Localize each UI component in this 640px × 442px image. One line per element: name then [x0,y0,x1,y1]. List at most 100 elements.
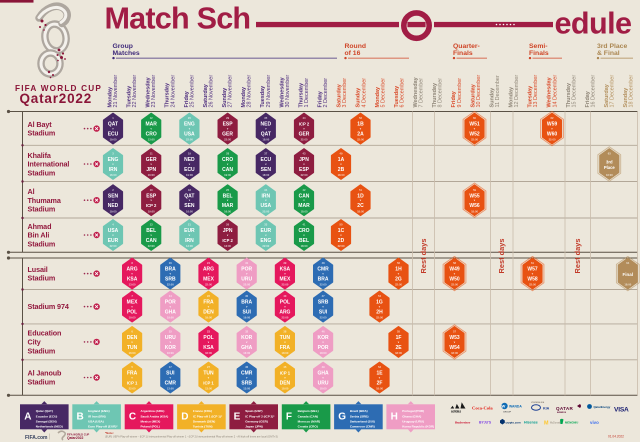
svg-text:W50: W50 [449,277,460,283]
svg-text:22:00: 22:00 [549,138,556,142]
svg-text:v: v [208,306,210,309]
svg-text:Sunday: Sunday [489,88,495,108]
svg-text:POL: POL [127,310,137,316]
svg-text:59: 59 [473,188,476,192]
svg-text:22:00: 22:00 [243,283,250,287]
svg-text:Finals: Finals [529,50,549,57]
svg-text:21 November: 21 November [113,75,119,108]
svg-text:Stadium: Stadium [28,168,56,177]
svg-text:USA: USA [108,228,119,234]
svg-text:1A: 1A [338,157,345,163]
svg-text:ARG: ARG [127,267,138,273]
svg-text:v: v [303,199,305,202]
svg-text:18:00: 18:00 [320,351,327,355]
svg-text:18:00: 18:00 [471,209,478,213]
svg-text:A: A [24,411,31,422]
svg-text:18:00: 18:00 [301,244,308,248]
svg-text:39: 39 [283,261,286,265]
svg-text:ICP 2: ICP 2 [299,122,310,127]
svg-text:GROUP: GROUP [503,411,512,413]
svg-text:Brazil (BRA): Brazil (BRA) [350,409,368,413]
svg-text:18:00: 18:00 [301,209,308,213]
svg-text:18:00: 18:00 [338,173,345,177]
svg-text:F: F [286,411,292,422]
svg-text:25 November: 25 November [189,75,195,108]
svg-text:BEL: BEL [299,238,309,244]
svg-text:of 16: of 16 [345,50,361,57]
svg-text:D: D [181,411,188,422]
svg-text:Tuesday: Tuesday [528,86,534,108]
svg-text:v: v [151,199,153,202]
svg-text:Education: Education [28,329,62,338]
svg-text:v: v [303,234,305,237]
svg-text:Monday: Monday [107,87,113,108]
svg-text:Finals: Finals [453,50,473,57]
svg-text:18 December: 18 December [629,75,635,108]
svg-text:v: v [131,377,133,380]
svg-text:14: 14 [169,294,172,298]
svg-text:Thursday: Thursday [298,83,304,107]
svg-text:50: 50 [340,223,343,227]
svg-text:19:00: 19:00 [243,316,250,320]
svg-text:v: v [189,163,191,166]
svg-text:v: v [265,163,267,166]
svg-text:BYJU'S: BYJU'S [479,421,492,425]
svg-text:13:00: 13:00 [243,387,250,391]
svg-text:v: v [340,234,342,237]
svg-text:Hisense: Hisense [524,421,538,425]
svg-text:SEN: SEN [184,203,195,209]
svg-text:International: International [28,160,70,169]
svg-text:SEN: SEN [261,167,272,173]
svg-text:IC Play-off 2 (ICP 2)*: IC Play-off 2 (ICP 2)* [245,414,275,418]
svg-text:Khalifa: Khalifa [28,151,52,160]
svg-text:C: C [129,411,136,422]
svg-text:Tuesday: Tuesday [394,86,400,108]
svg-text:KOR: KOR [241,335,253,341]
svg-text:MEX: MEX [203,277,215,283]
svg-text:ESP: ESP [146,193,157,199]
svg-text:13: 13 [150,223,153,227]
svg-text:TUN: TUN [127,345,138,351]
svg-text:51: 51 [359,188,362,192]
svg-text:40: 40 [283,294,286,298]
svg-text:vivo: vivo [590,420,599,425]
svg-text:11 December: 11 December [495,75,501,107]
svg-text:*Note:: *Note: [105,431,114,435]
svg-text:41: 41 [303,223,306,227]
svg-text:Stadium: Stadium [28,378,56,387]
svg-text:54: 54 [378,294,381,298]
svg-text:Serbia (SRB): Serbia (SRB) [350,414,369,418]
svg-text:2E: 2E [395,345,402,351]
svg-text:11: 11 [150,152,153,156]
svg-text:42: 42 [303,188,306,192]
svg-text:27: 27 [207,365,210,369]
svg-text:v: v [189,128,191,131]
svg-text:EUR: EUR [108,238,119,244]
svg-text:1B: 1B [357,122,364,128]
svg-text:crypto.com: crypto.com [506,421,522,425]
svg-text:22:00: 22:00 [320,316,327,320]
svg-text:22:00: 22:00 [338,244,345,248]
svg-text:Wednesday: Wednesday [146,77,152,107]
svg-text:23 November: 23 November [151,75,157,108]
svg-text:HYUNDAI-KIA: HYUNDAI-KIA [531,401,545,404]
svg-text:16:00: 16:00 [243,351,250,355]
svg-text:18: 18 [188,188,191,192]
svg-text:v: v [208,273,210,276]
svg-text:ENG: ENG [260,238,271,244]
svg-text:v: v [284,273,286,276]
svg-text:22 November: 22 November [132,75,138,108]
svg-text:MENGNIU: MENGNIU [565,421,578,425]
svg-text:v: v [551,128,553,131]
svg-text:v: v [322,377,324,380]
svg-text:Ecuador (ECU): Ecuador (ECU) [36,414,58,418]
svg-text:W53: W53 [449,335,460,341]
svg-text:Thumama: Thumama [28,196,62,205]
svg-text:28 November: 28 November [247,75,253,108]
svg-text:12: 12 [150,116,153,120]
svg-text:Sunday: Sunday [623,88,629,108]
svg-text:W58: W58 [527,277,538,283]
svg-text:v: v [246,377,248,380]
svg-text:Saturday: Saturday [337,84,343,107]
svg-text:Coca-Cola: Coca-Cola [472,405,493,410]
